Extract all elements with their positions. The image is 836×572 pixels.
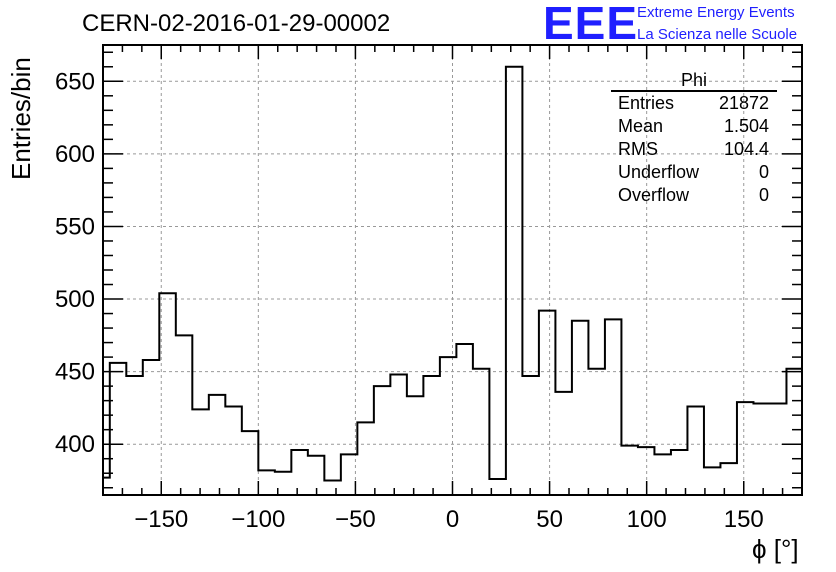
axis-ticks: [102, 45, 803, 495]
stats-value: 1.504: [723, 116, 769, 136]
stats-row-mean: Mean 1.504: [611, 115, 777, 138]
eee-logo: EEE: [543, 0, 639, 49]
x-tick-label: −150: [134, 506, 188, 533]
x-tick-label: 100: [627, 506, 667, 533]
x-tick-label: −100: [231, 506, 285, 533]
stats-label: Underflow: [618, 162, 700, 182]
y-tick-label: 650: [55, 68, 95, 95]
grid-lines: [103, 45, 802, 495]
plot-frame: [102, 44, 803, 496]
stats-row-underflow: Underflow 0: [611, 161, 777, 184]
run-title: CERN-02-2016-01-29-00002: [82, 10, 391, 37]
y-tick-label: 450: [55, 359, 95, 386]
x-tick-label: −50: [335, 506, 376, 533]
stats-value: 0: [758, 185, 769, 205]
tick-labels: −150 −100 −50 0 50 100 150 400 450 500 550 600 650: [55, 68, 764, 533]
stats-label: Mean: [618, 116, 664, 136]
x-tick-label: 150: [724, 506, 764, 533]
y-tick-label: 500: [55, 286, 95, 313]
histogram-line: [102, 65, 803, 495]
histogram: [102, 65, 803, 495]
stats-row-entries: Entries 21872: [611, 92, 777, 115]
stats-label: Entries: [618, 93, 675, 113]
y-tick-label: 600: [55, 141, 95, 168]
stats-value: 104.4: [723, 139, 769, 159]
stats-label: RMS: [618, 139, 658, 159]
stats-box: Phi Entries 21872 Mean 1.504 RMS 104.4 Unde…: [611, 70, 777, 207]
stats-row-rms: RMS 104.4: [611, 138, 777, 161]
logo-line-1: Extreme Energy Events: [637, 4, 795, 21]
stats-title: Phi: [611, 70, 777, 92]
stats-row-overflow: Overflow 0: [611, 184, 777, 207]
stats-label: Overflow: [618, 185, 690, 205]
x-tick-label: 0: [446, 506, 459, 533]
stats-value: 0: [758, 162, 769, 182]
x-axis-label: ϕ [°]: [752, 534, 799, 564]
y-tick-label: 400: [55, 431, 95, 458]
logo-line-2: La Scienza nelle Scuole: [637, 26, 798, 43]
y-axis-label: Entries/bin: [6, 57, 36, 180]
y-tick-label: 550: [55, 213, 95, 240]
stats-value: 21872: [718, 93, 769, 113]
x-tick-label: 50: [536, 506, 563, 533]
